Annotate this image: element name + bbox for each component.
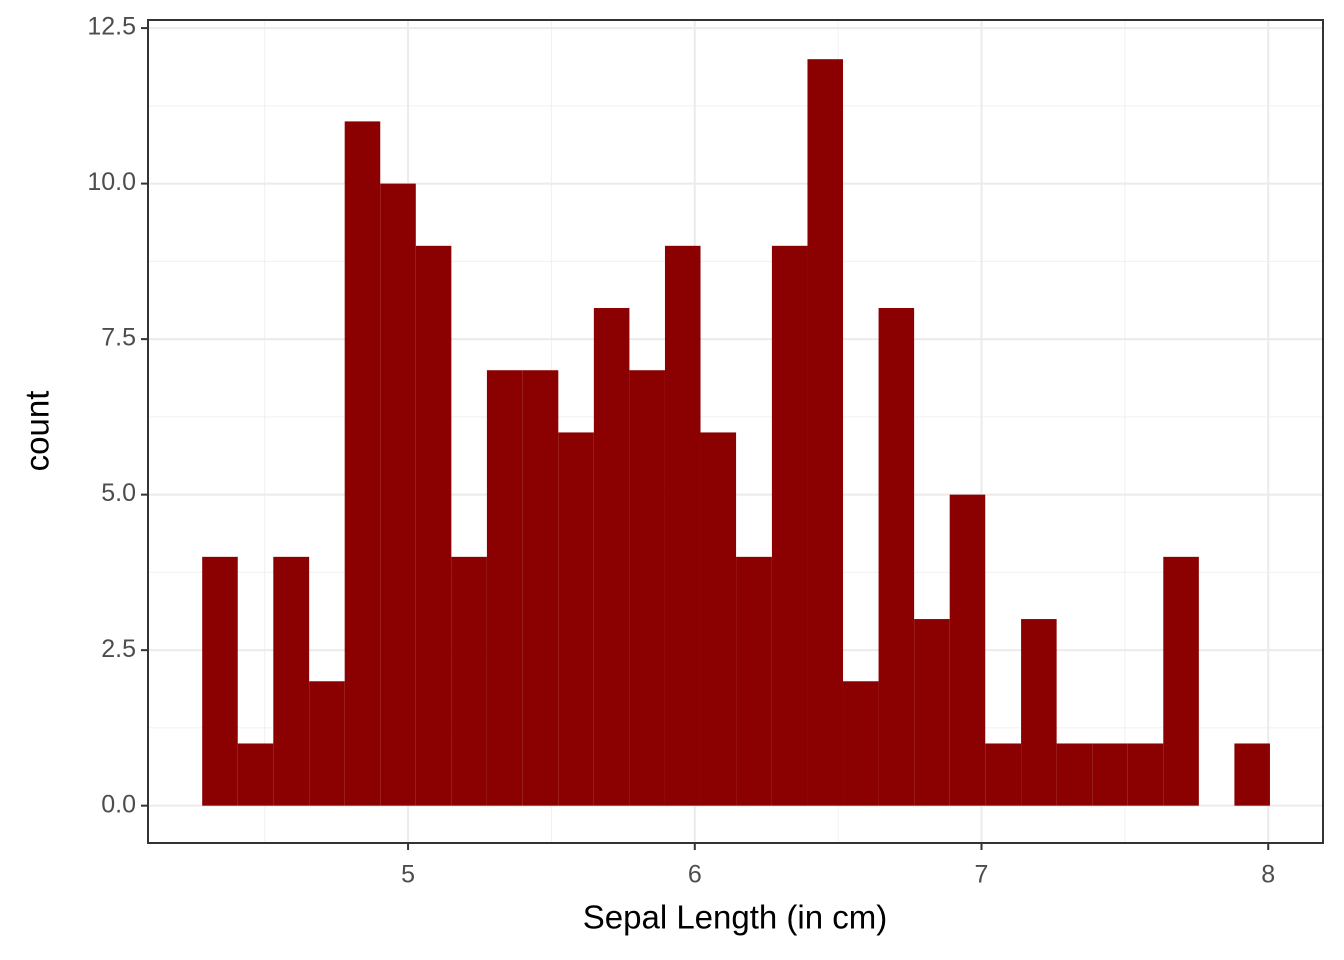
bar xyxy=(1021,619,1057,806)
bar xyxy=(1163,556,1199,806)
y-tick-label: 7.5 xyxy=(101,324,136,352)
bar xyxy=(1127,743,1164,806)
y-tick-label: 0.0 xyxy=(101,790,136,818)
bar xyxy=(700,432,737,806)
x-tick-label: 7 xyxy=(975,861,989,889)
bar xyxy=(629,370,665,806)
bar xyxy=(1056,743,1093,806)
bar xyxy=(664,245,701,806)
bar xyxy=(309,681,345,806)
x-tick-label: 5 xyxy=(401,861,415,889)
bar xyxy=(380,183,416,806)
bar xyxy=(593,308,630,806)
bar xyxy=(344,121,381,806)
bar xyxy=(985,743,1022,806)
bar xyxy=(273,556,310,806)
y-tick-label: 12.5 xyxy=(87,13,136,41)
bar xyxy=(914,619,950,806)
bar xyxy=(771,245,808,806)
panel-border xyxy=(147,19,1324,844)
x-tick-label: 8 xyxy=(1261,861,1275,889)
y-axis-title: count xyxy=(19,391,56,472)
bar xyxy=(878,308,915,806)
bar xyxy=(451,556,487,806)
bar xyxy=(843,681,879,806)
bar xyxy=(558,432,594,806)
y-tick-label: 2.5 xyxy=(101,635,136,663)
bar xyxy=(237,743,274,806)
bar xyxy=(1234,743,1270,806)
bar xyxy=(522,370,559,806)
bar xyxy=(202,556,238,806)
y-tick-label: 10.0 xyxy=(87,168,136,196)
bar xyxy=(1092,743,1128,806)
x-axis-title: Sepal Length (in cm) xyxy=(583,899,888,936)
bar xyxy=(807,59,844,806)
y-tick-label: 5.0 xyxy=(101,479,136,507)
bar xyxy=(736,556,772,806)
bar xyxy=(415,245,452,806)
bar xyxy=(486,370,523,806)
x-tick-label: 6 xyxy=(688,861,702,889)
bar xyxy=(949,494,986,806)
